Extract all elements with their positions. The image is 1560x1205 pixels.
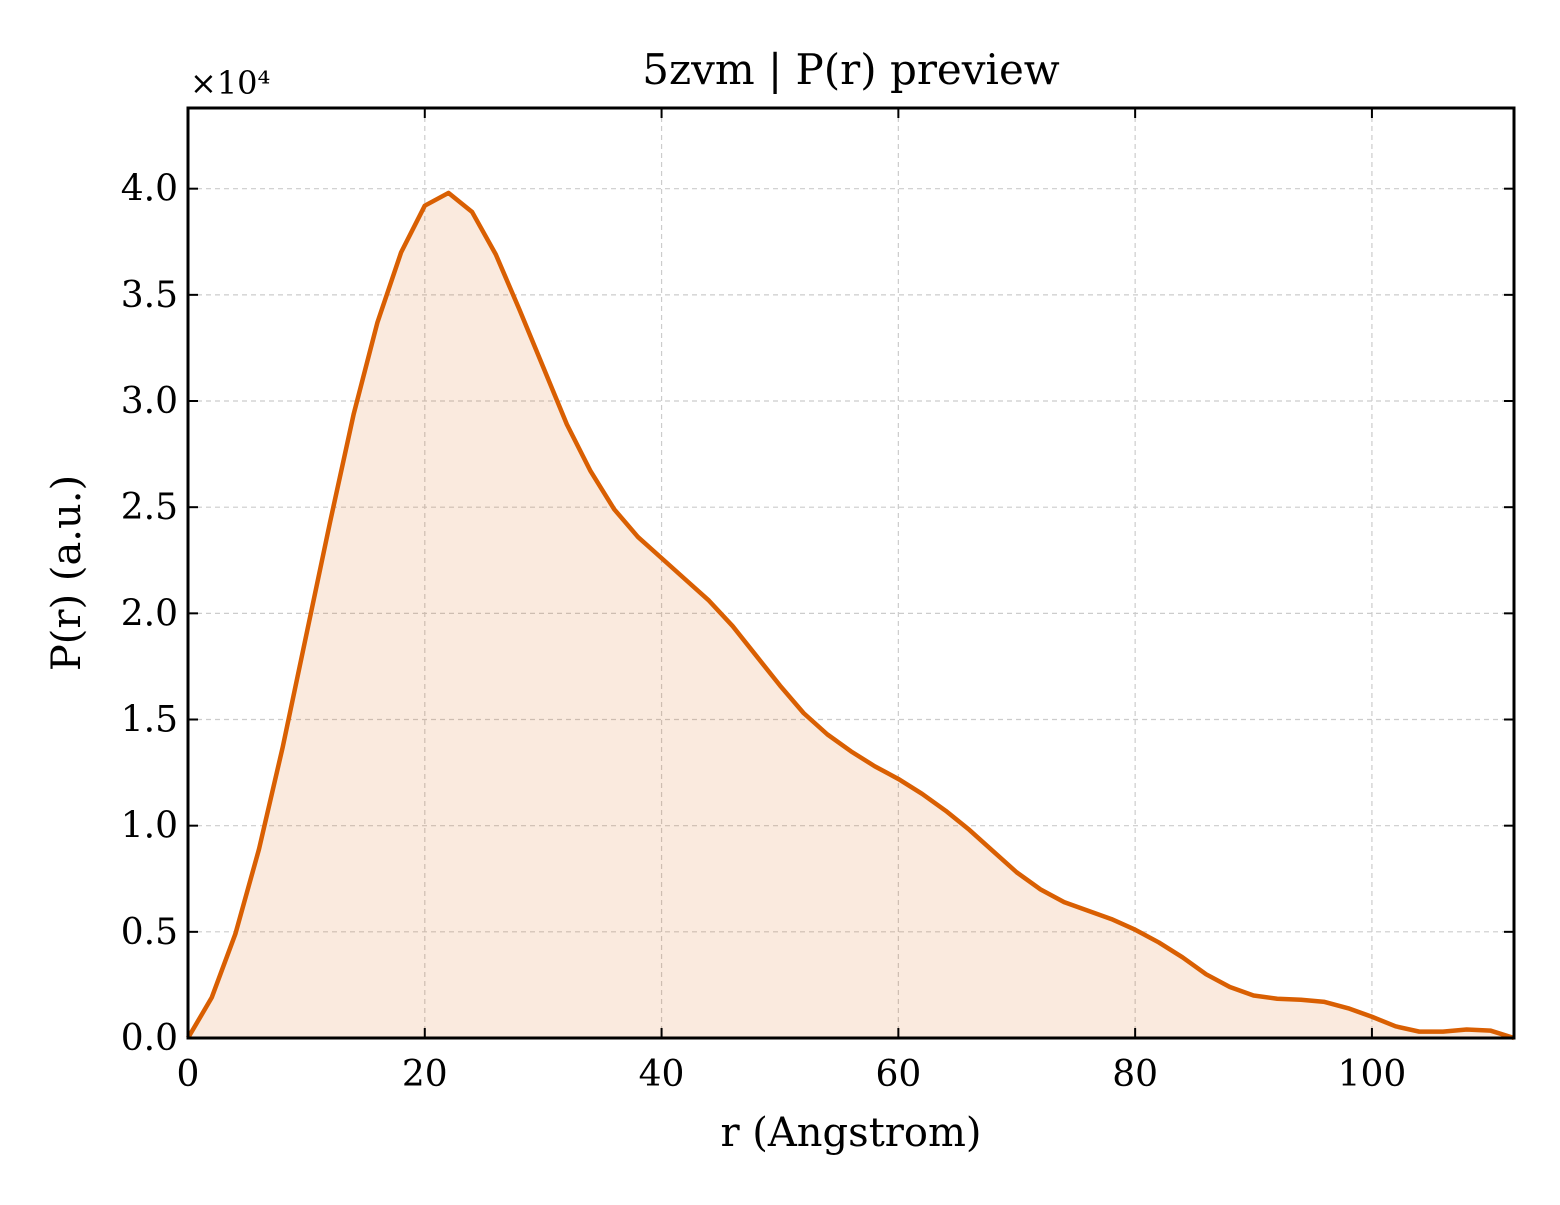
x-tick-label-4: 80	[1112, 1054, 1158, 1095]
y-tick-label-1: 0.5	[121, 912, 178, 953]
y-tick-label-2: 1.0	[121, 806, 178, 847]
x-tick-label-0: 0	[177, 1054, 200, 1095]
x-tick-label-3: 60	[875, 1054, 921, 1095]
y-scale-multiplier-label: ×10⁴	[190, 64, 270, 102]
y-tick-label-4: 2.0	[121, 593, 178, 634]
y-tick-label-7: 3.5	[121, 275, 178, 316]
series-area-fill	[188, 193, 1514, 1038]
y-tick-label-5: 2.5	[121, 487, 178, 528]
y-tick-label-6: 3.0	[121, 381, 178, 422]
y-tick-label-8: 4.0	[121, 169, 178, 210]
x-axis-label: r (Angstrom)	[720, 1110, 981, 1156]
area-fill-layer	[188, 193, 1514, 1038]
x-tick-label-2: 40	[639, 1054, 685, 1095]
x-tick-label-5: 100	[1338, 1054, 1407, 1095]
x-tick-label-1: 20	[402, 1054, 448, 1095]
y-axis-label: P(r) (a.u.)	[44, 475, 90, 671]
y-tick-label-3: 1.5	[121, 700, 178, 741]
chart-title: 5zvm | P(r) preview	[642, 45, 1060, 94]
y-tick-label-0: 0.0	[121, 1018, 178, 1059]
